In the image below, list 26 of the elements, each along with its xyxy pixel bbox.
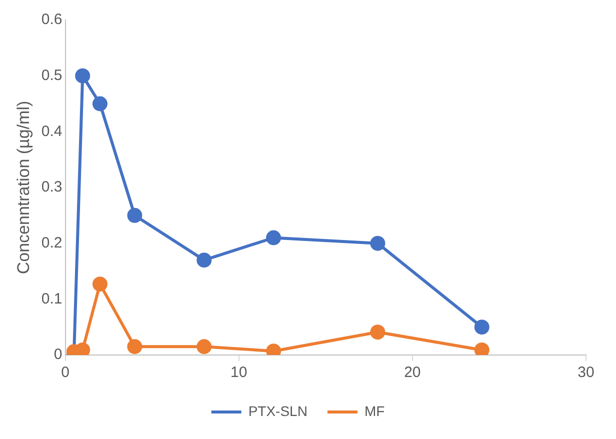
y-tick-label: 0.4 xyxy=(41,122,62,140)
point xyxy=(92,96,108,112)
legend-label: MF xyxy=(364,402,385,419)
point xyxy=(370,236,386,251)
point xyxy=(75,68,90,84)
y-tick-label: 0 xyxy=(54,346,62,364)
y-tick-label: 0.3 xyxy=(41,178,62,196)
y-axis-title: Concenntration (µg/ml) xyxy=(14,100,33,274)
y-tick-label: 0.1 xyxy=(41,290,62,308)
point xyxy=(196,339,212,354)
point xyxy=(474,320,490,335)
y-tick-label: 0.5 xyxy=(41,66,62,84)
point xyxy=(474,342,490,355)
x-tick-label: 10 xyxy=(230,364,248,382)
point xyxy=(127,208,142,223)
y-tick-label: 0.2 xyxy=(41,234,62,252)
legend-label: PTX-SLN xyxy=(248,402,308,419)
point xyxy=(92,276,108,292)
y-tick-label: 0.6 xyxy=(41,11,62,28)
x-tick-label: 20 xyxy=(404,364,421,382)
point xyxy=(370,324,386,340)
point xyxy=(266,230,282,246)
point xyxy=(127,339,142,354)
point xyxy=(196,252,212,268)
point xyxy=(75,342,90,355)
x-tick-label: 30 xyxy=(578,364,594,382)
